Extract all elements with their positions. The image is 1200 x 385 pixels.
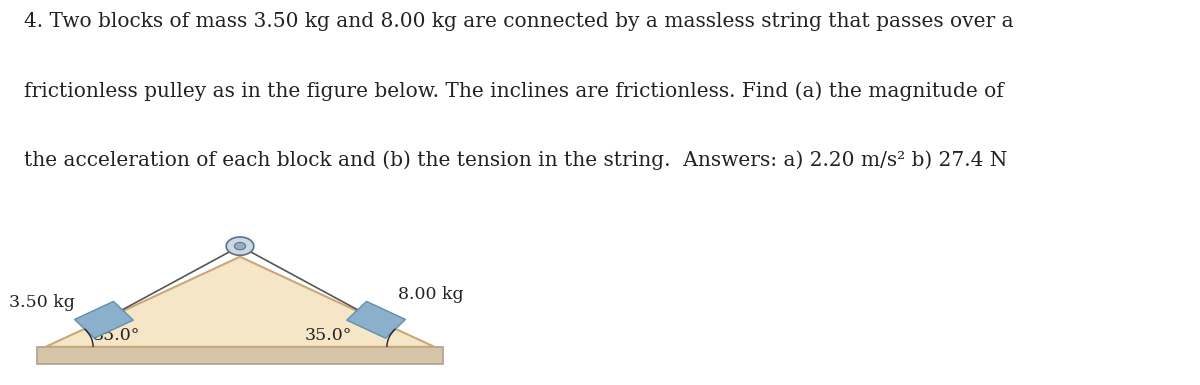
Polygon shape [74,301,133,338]
Text: 35.0°: 35.0° [305,327,352,344]
Polygon shape [46,257,434,347]
Circle shape [234,243,246,250]
Text: 3.50 kg: 3.50 kg [8,294,74,311]
Text: the acceleration of each block and (b) the tension in the string.  Answers: a) 2: the acceleration of each block and (b) t… [24,150,1007,170]
Bar [37,347,443,364]
Text: frictionless pulley as in the figure below. The inclines are frictionless. Find : frictionless pulley as in the figure bel… [24,81,1003,100]
Polygon shape [347,301,406,338]
Text: 35.0°: 35.0° [94,327,140,344]
Text: 4. Two blocks of mass 3.50 kg and 8.00 kg are connected by a massless string tha: 4. Two blocks of mass 3.50 kg and 8.00 k… [24,12,1014,30]
Circle shape [226,237,254,255]
Text: 8.00 kg: 8.00 kg [397,286,463,303]
